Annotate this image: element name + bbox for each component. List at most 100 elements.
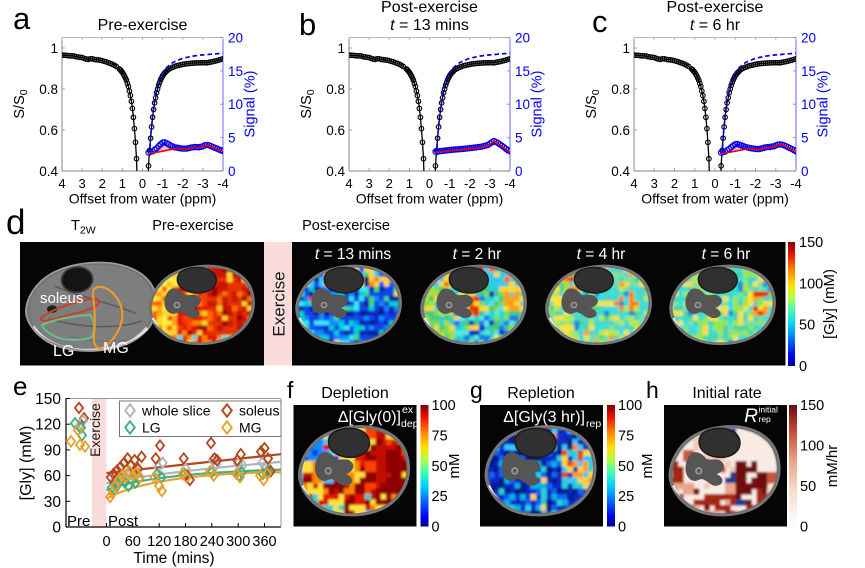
svg-text:0.6: 0.6 [326, 123, 345, 138]
svg-text:15: 15 [228, 64, 243, 79]
svg-text:100: 100 [799, 276, 823, 292]
svg-text:Δ[Gly(3 hr)]: Δ[Gly(3 hr)] [503, 409, 585, 426]
svg-text:-4: -4 [790, 176, 802, 191]
svg-text:1: 1 [50, 41, 58, 56]
svg-text:150: 150 [35, 391, 61, 408]
svg-text:120: 120 [147, 534, 171, 550]
svg-text:2: 2 [99, 176, 106, 191]
svg-text:mM/hr: mM/hr [824, 445, 841, 488]
svg-text:150: 150 [799, 235, 823, 251]
svg-text:t = 2 hr: t = 2 hr [453, 246, 502, 263]
svg-text:a: a [13, 1, 31, 36]
svg-text:360: 360 [252, 534, 276, 550]
svg-text:10: 10 [228, 97, 243, 112]
svg-text:b: b [299, 7, 316, 42]
svg-text:0.4: 0.4 [326, 164, 345, 179]
svg-text:1: 1 [691, 176, 698, 191]
svg-text:5: 5 [801, 131, 809, 146]
svg-text:Signal (%): Signal (%) [243, 71, 259, 138]
svg-text:soleus: soleus [239, 403, 279, 419]
svg-text:30: 30 [44, 494, 62, 511]
svg-text:Pre-exercise: Pre-exercise [152, 218, 233, 234]
svg-text:MG: MG [239, 420, 262, 436]
svg-text:4: 4 [345, 176, 352, 191]
svg-text:50: 50 [800, 479, 816, 495]
svg-text:120: 120 [35, 417, 61, 434]
svg-text:t = 13 mins: t = 13 mins [315, 246, 391, 263]
svg-text:75: 75 [432, 428, 448, 444]
svg-text:25: 25 [618, 489, 634, 505]
svg-text:Offset from water (ppm): Offset from water (ppm) [641, 191, 789, 207]
svg-text:0: 0 [801, 164, 809, 179]
svg-text:50: 50 [799, 318, 815, 334]
svg-text:5: 5 [228, 131, 236, 146]
svg-text:180: 180 [173, 534, 197, 550]
svg-text:-2: -2 [177, 176, 189, 191]
svg-text:25: 25 [432, 489, 448, 505]
svg-text:2: 2 [386, 176, 393, 191]
svg-text:-3: -3 [197, 176, 209, 191]
svg-text:0.8: 0.8 [611, 82, 630, 97]
svg-text:f: f [287, 377, 294, 403]
svg-text:90: 90 [44, 442, 62, 459]
svg-text:0: 0 [711, 176, 718, 191]
svg-text:t = 6 hr: t = 6 hr [690, 17, 741, 34]
svg-text:g: g [470, 377, 483, 403]
svg-text:0: 0 [618, 520, 626, 536]
svg-text:0.4: 0.4 [39, 164, 58, 179]
svg-text:t = 4 hr: t = 4 hr [577, 246, 626, 263]
svg-text:mM: mM [639, 454, 656, 479]
svg-text:S/S0: S/S0 [299, 89, 317, 118]
svg-text:0.8: 0.8 [39, 82, 58, 97]
svg-text:-3: -3 [770, 176, 782, 191]
svg-text:-4: -4 [217, 176, 229, 191]
svg-text:1: 1 [119, 176, 126, 191]
svg-text:Repletion: Repletion [507, 385, 575, 402]
svg-text:10: 10 [515, 97, 530, 112]
svg-text:mM: mM [446, 454, 463, 479]
svg-text:1: 1 [406, 176, 413, 191]
svg-text:Time (mins): Time (mins) [133, 550, 214, 567]
svg-text:0: 0 [432, 520, 440, 536]
svg-text:4: 4 [630, 176, 637, 191]
svg-text:60: 60 [44, 468, 62, 485]
svg-text:240: 240 [200, 534, 224, 550]
svg-text:Δ[Gly(0)]: Δ[Gly(0)] [338, 409, 401, 426]
svg-text:-1: -1 [444, 176, 456, 191]
svg-text:0.4: 0.4 [611, 164, 630, 179]
svg-text:3: 3 [365, 176, 372, 191]
svg-text:[Gly] (mM): [Gly] (mM) [18, 426, 35, 501]
svg-text:100: 100 [800, 439, 824, 455]
svg-text:0: 0 [52, 520, 61, 537]
svg-text:t = 13 mins: t = 13 mins [390, 17, 469, 34]
svg-text:60: 60 [125, 534, 141, 550]
svg-text:0: 0 [799, 359, 807, 375]
svg-text:Signal (%): Signal (%) [530, 71, 546, 138]
svg-text:Depletion: Depletion [321, 385, 389, 402]
svg-text:rep: rep [586, 418, 601, 430]
svg-text:t = 6 hr: t = 6 hr [702, 246, 751, 263]
svg-text:R: R [744, 406, 758, 427]
svg-text:Post: Post [108, 513, 139, 530]
svg-text:[Gly] (mM): [Gly] (mM) [821, 269, 838, 339]
svg-text:LG: LG [53, 343, 74, 360]
svg-text:Pre: Pre [67, 513, 90, 530]
svg-text:Pre-exercise: Pre-exercise [98, 17, 188, 34]
svg-text:Exercise: Exercise [87, 403, 103, 457]
svg-text:10: 10 [801, 97, 816, 112]
svg-text:LG: LG [142, 420, 161, 436]
svg-text:-4: -4 [504, 176, 516, 191]
svg-text:initial: initial [759, 405, 778, 415]
svg-text:100: 100 [432, 398, 456, 414]
svg-text:-3: -3 [484, 176, 496, 191]
svg-text:50: 50 [432, 459, 448, 475]
svg-text:150: 150 [800, 398, 824, 414]
svg-text:c: c [592, 4, 608, 39]
svg-text:S/S0: S/S0 [584, 89, 602, 118]
svg-text:S/S0: S/S0 [12, 89, 30, 118]
svg-text:2: 2 [671, 176, 678, 191]
svg-text:Offset from water (ppm): Offset from water (ppm) [69, 191, 217, 207]
svg-text:Signal (%): Signal (%) [816, 71, 832, 138]
svg-text:15: 15 [801, 64, 816, 79]
svg-text:0.8: 0.8 [326, 82, 345, 97]
